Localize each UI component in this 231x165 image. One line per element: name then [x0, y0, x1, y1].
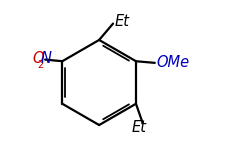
- Text: OMe: OMe: [156, 55, 190, 70]
- Text: N: N: [41, 51, 52, 66]
- Text: 2: 2: [37, 60, 43, 69]
- Text: O: O: [32, 51, 43, 66]
- Text: Et: Et: [132, 120, 147, 135]
- Text: Et: Et: [115, 14, 130, 29]
